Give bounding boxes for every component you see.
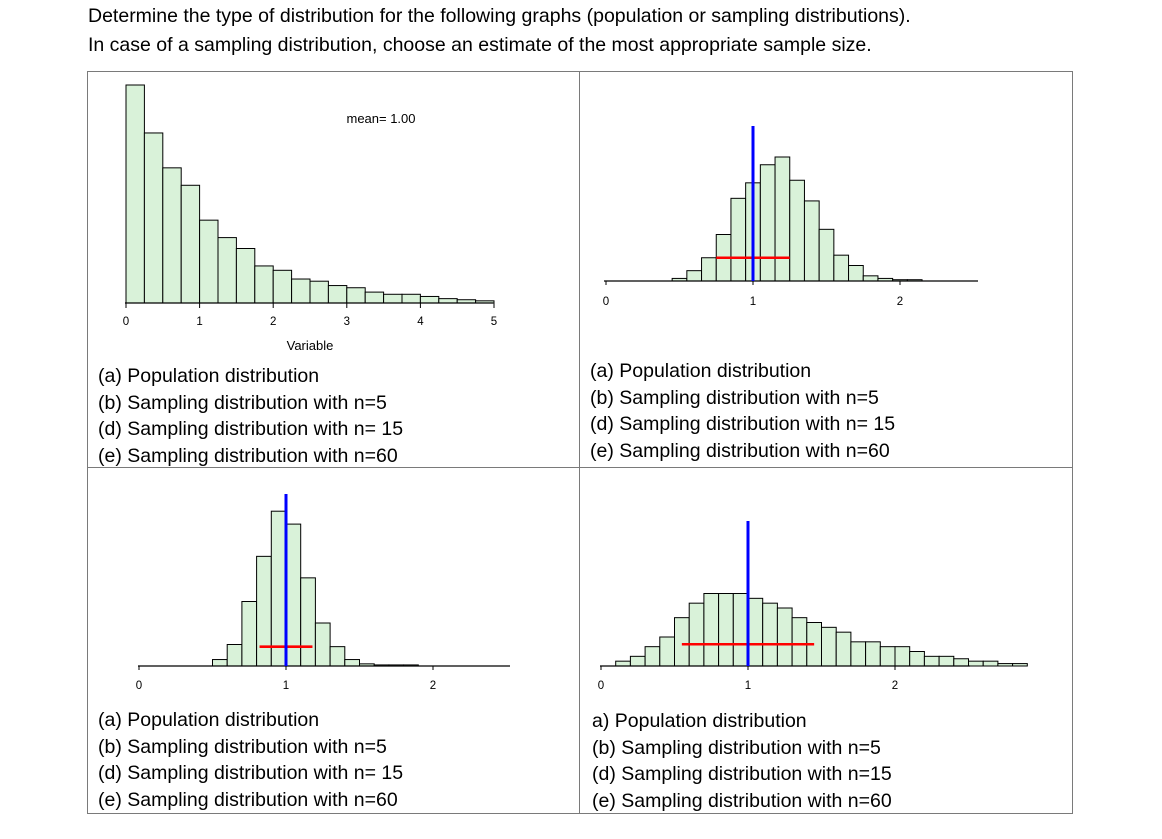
- option-e[interactable]: (e) Sampling distribution with n=60: [98, 444, 398, 467]
- options-top-right: (a) Population distribution (b) Sampling…: [590, 358, 895, 464]
- histogram-bar: [865, 641, 881, 667]
- x-tick-label: 2: [430, 680, 436, 692]
- x-tick-label: 0: [123, 316, 129, 328]
- x-tick-label: 2: [270, 316, 276, 328]
- options-bottom-right: a) Population distribution (b) Sampling …: [592, 708, 892, 814]
- x-tick-label: 1: [283, 680, 289, 692]
- option-a[interactable]: a) Population distribution: [592, 710, 807, 732]
- option-b[interactable]: (b) Sampling distribution with n=5: [98, 391, 387, 414]
- option-a[interactable]: (a) Population distribution: [98, 365, 320, 387]
- x-tick-label: 2: [897, 296, 903, 308]
- histogram-bar: [835, 631, 852, 667]
- instructions: Determine the type of distribution for t…: [88, 2, 1148, 60]
- option-e[interactable]: (e) Sampling distribution with n=60: [592, 789, 892, 812]
- option-e[interactable]: (e) Sampling distribution with n=60: [590, 439, 890, 462]
- histogram-bar: [791, 617, 808, 667]
- histogram-bar: [879, 646, 896, 667]
- option-a[interactable]: (a) Population distribution: [98, 709, 320, 731]
- histogram-bar: [1012, 663, 1028, 667]
- histogram-bar: [674, 617, 690, 667]
- histogram-bar: [968, 660, 984, 667]
- instruction-line-2: In case of a sampling distribution, choo…: [88, 34, 872, 56]
- grid-horizontal-divider: [87, 467, 1073, 468]
- options-bottom-left: (a) Population distribution (b) Sampling…: [98, 707, 403, 813]
- option-d[interactable]: (d) Sampling distribution with n= 15: [98, 762, 404, 784]
- option-b[interactable]: (b) Sampling distribution with n=5: [592, 736, 881, 759]
- histogram-bar: [997, 663, 1014, 667]
- x-tick-label: 1: [745, 680, 751, 692]
- histogram-bar: [718, 593, 734, 667]
- x-tick-label: 0: [603, 296, 609, 308]
- question-grid: [87, 71, 1073, 814]
- x-tick-label: 5: [491, 316, 497, 328]
- histogram-bar: [821, 626, 837, 667]
- x-tick-label: 2: [892, 680, 898, 692]
- histogram-bar: [732, 593, 749, 667]
- histogram-bar: [659, 636, 675, 667]
- histogram-bar: [762, 602, 778, 667]
- histogram-bar: [909, 651, 925, 667]
- histogram-bar: [923, 655, 940, 667]
- histogram-bar: [894, 646, 911, 667]
- histogram-bar: [953, 658, 969, 667]
- histogram-bar: [982, 660, 999, 667]
- histogram-bar: [615, 660, 631, 667]
- x-tick-label: 0: [136, 680, 142, 692]
- option-b[interactable]: (b) Sampling distribution with n=5: [590, 386, 879, 409]
- histogram-bar: [629, 655, 646, 667]
- histogram-bar: [850, 641, 867, 667]
- option-d[interactable]: (d) Sampling distribution with n= 15: [98, 418, 404, 440]
- option-d[interactable]: (d) Sampling distribution with n= 15: [590, 413, 896, 435]
- x-tick-label: 0: [598, 680, 604, 692]
- x-axis-label: Variable: [287, 338, 334, 353]
- x-tick-label: 1: [750, 296, 756, 308]
- histogram-bar: [703, 593, 720, 667]
- histogram-bar: [747, 597, 764, 667]
- instruction-line-1: Determine the type of distribution for t…: [88, 5, 911, 27]
- histogram-bar: [644, 646, 661, 667]
- grid-vertical-divider: [579, 71, 580, 814]
- x-tick-label: 1: [196, 316, 202, 328]
- x-tick-label: 3: [344, 316, 350, 328]
- x-tick-label: 4: [417, 316, 424, 328]
- options-top-left: (a) Population distribution (b) Sampling…: [98, 363, 403, 469]
- option-a[interactable]: (a) Population distribution: [590, 360, 812, 382]
- histogram-bar: [688, 602, 705, 667]
- option-e[interactable]: (e) Sampling distribution with n=60: [98, 788, 398, 811]
- mean-annotation: mean= 1.00: [346, 111, 415, 126]
- option-b[interactable]: (b) Sampling distribution with n=5: [98, 735, 387, 758]
- histogram-bar: [776, 607, 793, 667]
- option-d[interactable]: (d) Sampling distribution with n=15: [592, 763, 892, 785]
- histogram-bar: [938, 655, 955, 667]
